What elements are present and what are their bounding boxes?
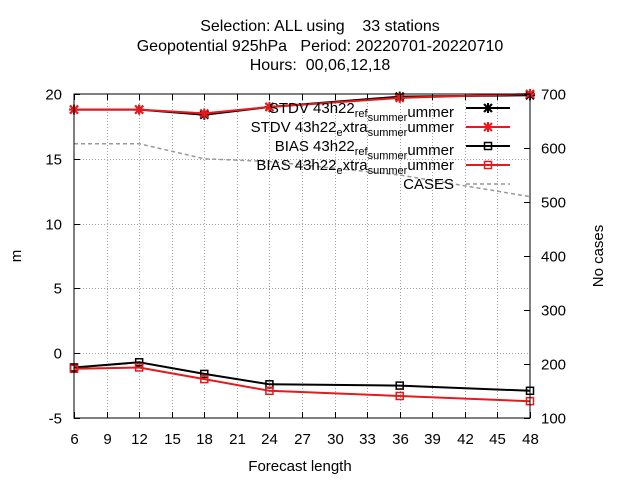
x-tick-label: 27 (294, 431, 311, 448)
x-tick-label: 33 (359, 431, 376, 448)
x-tick-label: 15 (164, 431, 181, 448)
square-marker (200, 369, 209, 379)
x-tick-label: 30 (327, 431, 344, 448)
legend-entry-0: STDV 43h22refsummerummer (269, 100, 510, 124)
legend-label: BIAS 43h22extrasummerummer (256, 157, 454, 177)
y2-tick-label: 400 (541, 249, 566, 266)
chart-title-line-1: Selection: ALL using 33 stations (200, 18, 440, 35)
x-tick-label: 9 (103, 431, 111, 448)
legend-entry-3: BIAS 43h22extrasummerummer (256, 157, 510, 177)
square-marker (483, 141, 493, 151)
square-marker (395, 391, 404, 401)
x-tick-label: 24 (261, 431, 278, 448)
x-tick-label: 39 (424, 431, 441, 448)
star-marker (134, 104, 145, 115)
y2-tick-label: 600 (541, 141, 566, 158)
tick-layer: 6 9 12 15 18 21 24 27 30 33 36 39 42 45 48 -5 0 5 10 15 20 10… (45, 87, 566, 449)
star-marker (264, 101, 275, 112)
star-marker (199, 108, 210, 119)
y-tick-label: 5 (54, 281, 62, 298)
square-marker (134, 358, 144, 367)
chart-title-line-2: Geopotential 925hPa Period: 20220701-202… (136, 38, 504, 55)
x-tick-label: 6 (70, 431, 78, 448)
x-tick-label: 48 (522, 431, 539, 448)
square-marker (483, 160, 493, 170)
x-tick-label: 45 (489, 431, 506, 448)
y2-tick-label: 500 (541, 195, 566, 212)
grid (74, 94, 530, 418)
series-line (74, 93, 531, 115)
square-marker (134, 363, 144, 372)
star-marker (483, 122, 493, 132)
series-line (74, 142, 531, 198)
series-layer (69, 89, 535, 406)
y2-tick-label: 100 (541, 411, 566, 428)
x-tick-label: 12 (131, 431, 148, 448)
y2-tick-label: 200 (541, 357, 566, 374)
y2-tick-label: 700 (541, 87, 566, 104)
y-tick-label: -5 (49, 411, 62, 428)
x-tick-label: 42 (457, 431, 474, 448)
star-marker (394, 92, 405, 103)
series-line (73, 366, 531, 403)
legend-entry-1: STDV 43h22extrasummerummer (251, 119, 510, 139)
square-marker (395, 381, 404, 390)
legend-entry-4: CASES (403, 176, 510, 193)
legend-label: CASES (403, 176, 454, 193)
star-marker (483, 103, 493, 113)
y2-tick-label: 300 (541, 303, 566, 320)
series-4 (74, 142, 531, 198)
square-marker (200, 374, 209, 384)
series-line (73, 361, 531, 392)
x-tick-label: 18 (196, 431, 213, 448)
y2-axis-label: No cases (590, 225, 607, 288)
legend-label: STDV 43h22refsummerummer (269, 100, 454, 124)
legend-label: BIAS 43h22refsummerummer (275, 138, 454, 162)
y-axis-label: m (8, 250, 25, 263)
legend-label: STDV 43h22extrasummerummer (251, 119, 454, 139)
series-2 (69, 358, 535, 396)
chart-title-line-3: Hours: 00,06,12,18 (249, 57, 391, 74)
y-tick-label: 10 (45, 217, 62, 234)
square-marker (265, 386, 274, 396)
legend-entry-2: BIAS 43h22refsummerummer (275, 138, 510, 162)
y-tick-label: 20 (45, 87, 62, 104)
y-tick-label: 0 (54, 346, 62, 363)
x-axis-label: Forecast length (248, 458, 351, 475)
y-tick-label: 15 (45, 152, 62, 169)
x-tick-label: 36 (392, 431, 409, 448)
x-tick-label: 21 (229, 431, 246, 448)
